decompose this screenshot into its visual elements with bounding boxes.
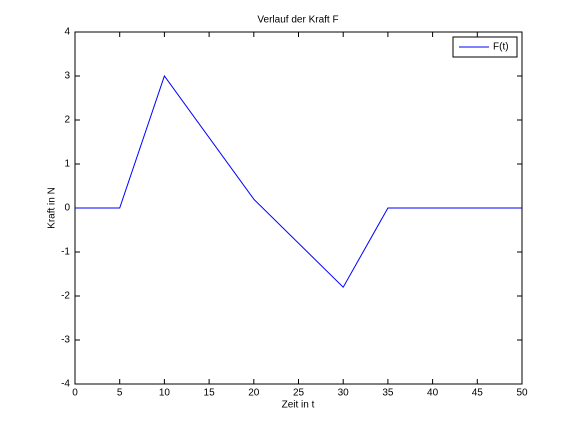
x-axis-label: Zeit in t — [282, 400, 315, 411]
x-tick-label: 35 — [382, 388, 394, 399]
x-tick-label: 5 — [117, 388, 123, 399]
y-tick-label: 1 — [64, 159, 70, 170]
y-axis-label: Kraft in N — [47, 187, 58, 229]
x-tick-label: 15 — [204, 388, 216, 399]
x-tick-label: 50 — [516, 388, 528, 399]
y-tick-label: -1 — [61, 247, 70, 258]
y-tick-label: -4 — [61, 379, 70, 390]
x-tick-label: 10 — [159, 388, 171, 399]
x-tick-label: 20 — [248, 388, 260, 399]
y-tick-label: 2 — [64, 115, 70, 126]
y-tick-label: 0 — [64, 203, 70, 214]
legend-label: F(t) — [493, 42, 509, 53]
x-tick-label: 30 — [338, 388, 350, 399]
chart-title: Verlauf der Kraft F — [257, 15, 338, 26]
y-tick-label: 4 — [64, 27, 70, 38]
x-tick-label: 40 — [427, 388, 439, 399]
data-line — [75, 74, 522, 289]
x-tick-label: 0 — [72, 388, 78, 399]
x-tick-label: 25 — [293, 388, 305, 399]
x-tick-label: 45 — [472, 388, 484, 399]
y-tick-label: -3 — [61, 335, 70, 346]
y-tick-label: 3 — [64, 71, 70, 82]
y-tick-label: -2 — [61, 291, 70, 302]
